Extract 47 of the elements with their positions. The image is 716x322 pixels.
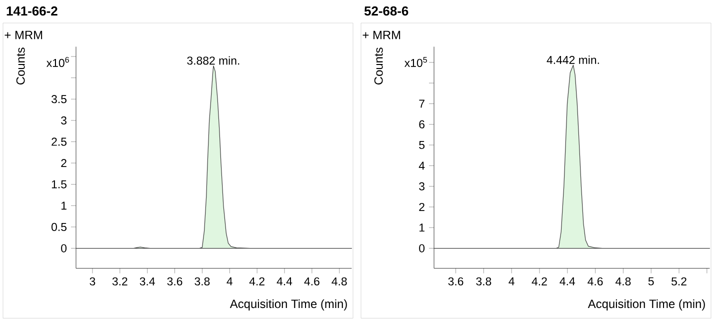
x-tick-label: 3.8 [194, 277, 210, 286]
x-tick-label: 4.4 [276, 277, 292, 286]
y-tick-label: 2.5 [52, 138, 67, 146]
text: + MRM [4, 30, 42, 40]
y-tick-label: 0 [61, 244, 67, 252]
text: + MRM [362, 30, 400, 40]
x-tick-label: 4.6 [588, 277, 603, 286]
y-tick-label: 0 [419, 244, 425, 252]
x-tick-label: 3.6 [448, 277, 464, 286]
y-tick-label: 3.5 [51, 95, 67, 104]
y-tick-label: 1 [419, 224, 424, 232]
chart-title: 52-68-6 [364, 6, 408, 16]
y-tick-label: 4 [418, 162, 425, 170]
y-tick-label: 7 [419, 100, 424, 108]
x-tick-label: 5.2 [672, 277, 686, 286]
y-axis-title: Counts [374, 48, 383, 84]
x-tick-label: 4.8 [616, 277, 631, 286]
x-tick-label: 4 [508, 277, 514, 286]
x-axis-title: Acquisition Time (min) [588, 299, 705, 310]
y-tick-label: 3 [419, 182, 424, 190]
annotation: 3.882 min. [187, 56, 240, 65]
y-tick-label: 3 [61, 116, 66, 124]
y-tick-label: 1.5 [52, 180, 67, 188]
x-tick-label: 4.4 [560, 277, 576, 286]
annotation: 4.442 min. [546, 56, 599, 64]
y-tick-label: 2 [419, 202, 424, 211]
x-tick-label: 3 [90, 277, 96, 286]
y-tick-label: 2 [61, 159, 66, 168]
y-tick-label: 5 [419, 141, 425, 150]
x-tick-label: 3.4 [140, 277, 155, 286]
y-tick-label: 0.5 [52, 222, 67, 232]
y-axis-title: Counts [16, 48, 25, 84]
x-axis-title: Acquisition Time (min) [230, 299, 347, 310]
y-tick-label: 6 [419, 120, 424, 128]
x-tick-label: 3.8 [476, 277, 492, 286]
x-tick-label: 4.6 [304, 277, 320, 286]
x-tick-label: 4.2 [249, 277, 264, 286]
text: x10$^{6}$ [46, 56, 69, 68]
x-tick-label: 4.8 [332, 277, 347, 286]
chart-title: 141-66-2 [6, 6, 58, 16]
x-tick-label: 5 [648, 277, 654, 286]
x-tick-label: 4 [226, 277, 232, 286]
text: x10$^{5}$ [404, 57, 427, 67]
x-tick-label: 3.2 [112, 277, 128, 286]
y-tick-label: 1 [61, 202, 66, 210]
x-tick-label: 4.2 [532, 277, 547, 286]
x-tick-label: 3.6 [167, 277, 182, 286]
